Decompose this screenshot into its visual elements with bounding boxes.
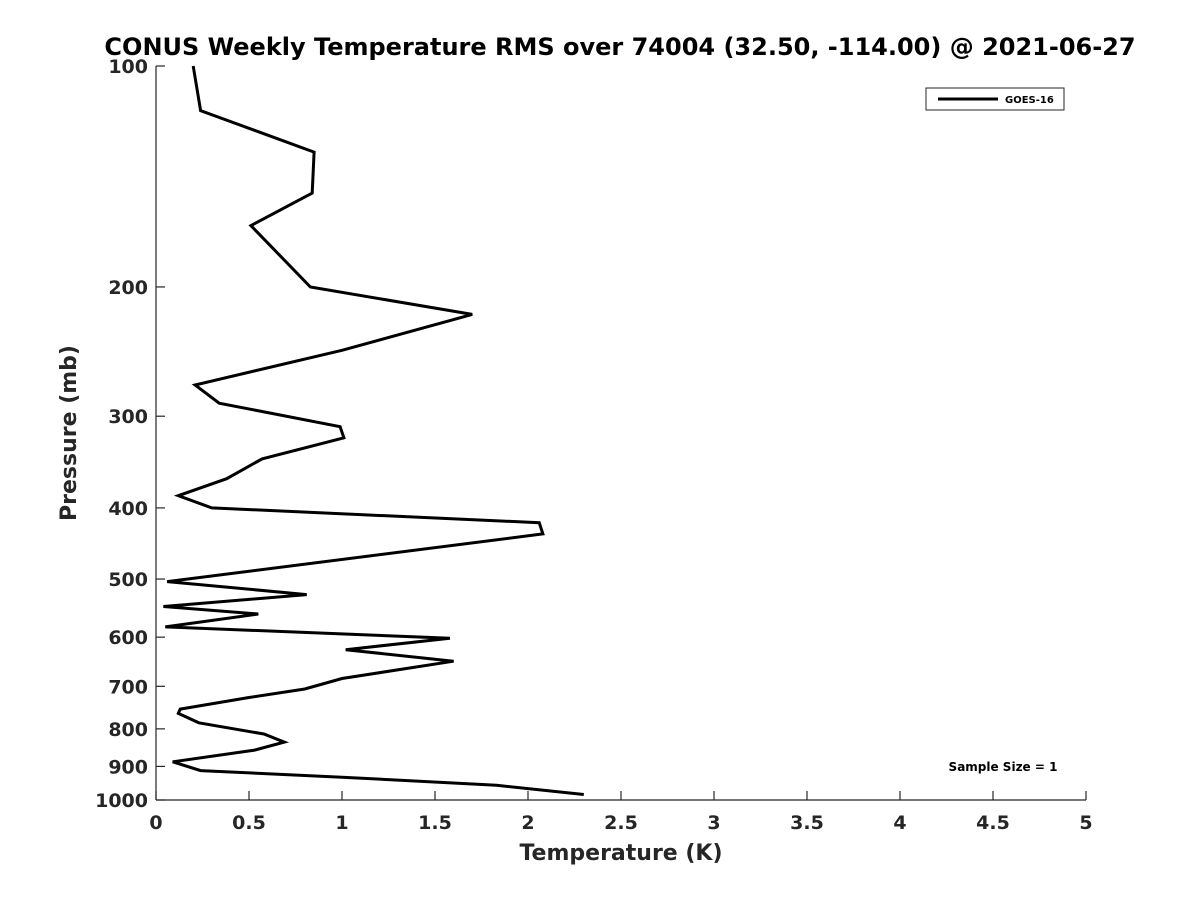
y-tick-label: 100 [108,56,148,78]
y-tick-label: 900 [108,756,148,778]
x-tick-label: 0 [149,812,162,834]
x-tick-label: 3 [707,812,720,834]
sample-size-annotation: Sample Size = 1 [949,760,1058,774]
x-tick-label: 3.5 [790,812,824,834]
y-tick-label: 1000 [95,790,148,812]
x-tick-label: 4 [893,812,906,834]
y-tick-label: 400 [108,498,148,520]
x-tick-label: 0.5 [232,812,266,834]
chart-title: CONUS Weekly Temperature RMS over 74004 … [104,33,1135,61]
x-tick-label: 1.5 [418,812,452,834]
y-tick-label: 600 [108,627,148,649]
legend-label: GOES-16 [1005,95,1054,106]
x-tick-label: 2 [521,812,534,834]
x-tick-label: 1 [335,812,348,834]
x-tick-label: 5 [1079,812,1092,834]
y-axis-label: Pressure (mb) [57,345,82,521]
legend: GOES-16 [925,87,1065,111]
x-tick-label: 2.5 [604,812,638,834]
y-tick-label: 800 [108,719,148,741]
x-axis-label: Temperature (K) [519,841,722,866]
x-ticks: 0 0.5 1 1.5 2 2.5 3 3.5 4 4.5 5 [149,791,1093,834]
y-ticks: 100 200 300 400 500 600 700 800 900 1000 [95,56,165,812]
y-tick-label: 500 [108,569,148,591]
series-layer [163,65,584,796]
y-tick-label: 300 [108,406,148,428]
y-tick-label: 200 [108,277,148,299]
y-tick-label: 700 [108,676,148,698]
series-line [163,65,584,796]
x-tick-label: 4.5 [976,812,1010,834]
